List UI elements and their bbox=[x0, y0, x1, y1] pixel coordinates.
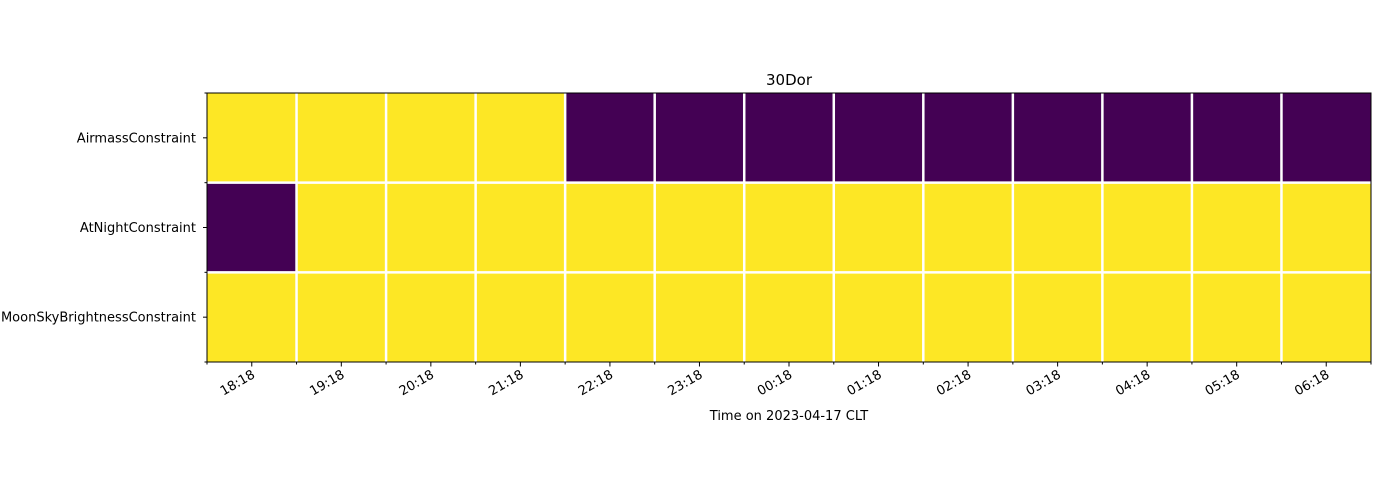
heatmap-cell bbox=[1102, 182, 1192, 273]
heatmap-cell bbox=[654, 93, 745, 183]
heatmap-cell bbox=[654, 182, 745, 273]
chart-title: 30Dor bbox=[766, 71, 813, 89]
heatmap-cell bbox=[833, 272, 924, 362]
heatmap-cell bbox=[207, 182, 297, 273]
heatmap-cell bbox=[1281, 93, 1371, 183]
y-tick-label: MoonSkyBrightnessConstraint bbox=[1, 311, 196, 326]
heatmap-cell bbox=[475, 93, 566, 183]
heatmap-cell bbox=[386, 93, 476, 183]
heatmap-cell bbox=[1191, 182, 1282, 273]
heatmap-cell bbox=[923, 93, 1013, 183]
x-tick-label: 20:18 bbox=[397, 367, 437, 399]
heatmap-cell bbox=[833, 182, 924, 273]
heatmap-cell bbox=[833, 93, 924, 183]
heatmap-cell bbox=[565, 182, 655, 273]
y-axis-tick-labels: AirmassConstraint AtNightConstraint MoonSk… bbox=[1, 131, 196, 325]
x-tick-label: 04:18 bbox=[1113, 367, 1153, 399]
x-tick-label: 21:18 bbox=[486, 367, 526, 399]
heatmap-cell bbox=[1191, 93, 1282, 183]
x-tick-label: 03:18 bbox=[1024, 367, 1064, 399]
heatmap-cells bbox=[207, 93, 1371, 362]
x-tick-label: 19:18 bbox=[307, 367, 347, 399]
heatmap-cell bbox=[923, 272, 1013, 362]
heatmap-cell bbox=[1281, 182, 1371, 273]
y-tick-label: AirmassConstraint bbox=[77, 131, 196, 146]
heatmap-cell bbox=[386, 272, 476, 362]
x-tick-label: 22:18 bbox=[576, 367, 616, 399]
y-axis-ticks bbox=[203, 92, 207, 363]
x-tick-label: 06:18 bbox=[1292, 367, 1332, 399]
heatmap-cell bbox=[1102, 93, 1192, 183]
heatmap-cell bbox=[1012, 93, 1103, 183]
heatmap-cell bbox=[475, 182, 566, 273]
heatmap-cell bbox=[565, 272, 655, 362]
heatmap-cell bbox=[207, 272, 297, 362]
heatmap-cell bbox=[744, 182, 834, 273]
heatmap-cell bbox=[654, 272, 745, 362]
heatmap-cell bbox=[923, 182, 1013, 273]
heatmap-cell bbox=[1102, 272, 1192, 362]
x-axis-tick-labels: 18:18 19:18 20:18 21:18 22:18 23:18 00:18 01:18… bbox=[218, 367, 1332, 399]
x-axis-label: Time on 2023-04-17 CLT bbox=[709, 409, 868, 424]
heatmap-cell bbox=[296, 93, 387, 183]
x-tick-label: 05:18 bbox=[1203, 367, 1243, 399]
heatmap-cell bbox=[1012, 272, 1103, 362]
heatmap-cell bbox=[1012, 182, 1103, 273]
y-tick-label: AtNightConstraint bbox=[80, 221, 196, 236]
heatmap-cell bbox=[1191, 272, 1282, 362]
x-axis-ticks bbox=[206, 362, 1372, 367]
x-tick-label: 02:18 bbox=[934, 367, 974, 399]
heatmap-cell bbox=[1281, 272, 1371, 362]
x-tick-label: 01:18 bbox=[845, 367, 885, 399]
heatmap-cell bbox=[207, 93, 297, 183]
x-tick-label: 18:18 bbox=[218, 367, 258, 399]
heatmap-cell bbox=[296, 182, 387, 273]
heatmap-cell bbox=[296, 272, 387, 362]
x-tick-label: 00:18 bbox=[755, 367, 795, 399]
x-tick-label: 23:18 bbox=[666, 367, 706, 399]
heatmap-cell bbox=[744, 93, 834, 183]
heatmap-cell bbox=[565, 93, 655, 183]
cell-grid-lines bbox=[207, 93, 1371, 362]
heatmap-cell bbox=[386, 182, 476, 273]
heatmap-cell bbox=[475, 272, 566, 362]
heatmap-cell bbox=[744, 272, 834, 362]
